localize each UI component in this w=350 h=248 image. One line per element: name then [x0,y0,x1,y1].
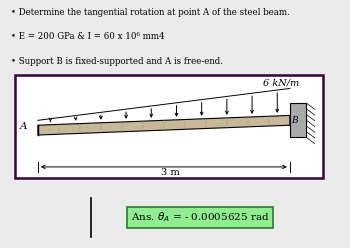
Polygon shape [38,115,290,135]
Text: • Support B is fixed-supported and A is free-end.: • Support B is fixed-supported and A is … [11,57,223,65]
Bar [15,75,323,178]
Text: • E = 200 GPa & I = 60 x 10⁶ mm4: • E = 200 GPa & I = 60 x 10⁶ mm4 [11,32,165,41]
Text: B: B [292,116,298,125]
Bar [290,103,307,137]
Text: • Determine the tangential rotation at point A of the steel beam.: • Determine the tangential rotation at p… [11,7,290,17]
Text: 3 m: 3 m [161,168,180,177]
Text: 6 kN/m: 6 kN/m [263,79,300,88]
Text: Ans. $\theta_A$ = - 0.0005625 rad: Ans. $\theta_A$ = - 0.0005625 rad [131,210,270,224]
Text: A: A [20,122,27,131]
